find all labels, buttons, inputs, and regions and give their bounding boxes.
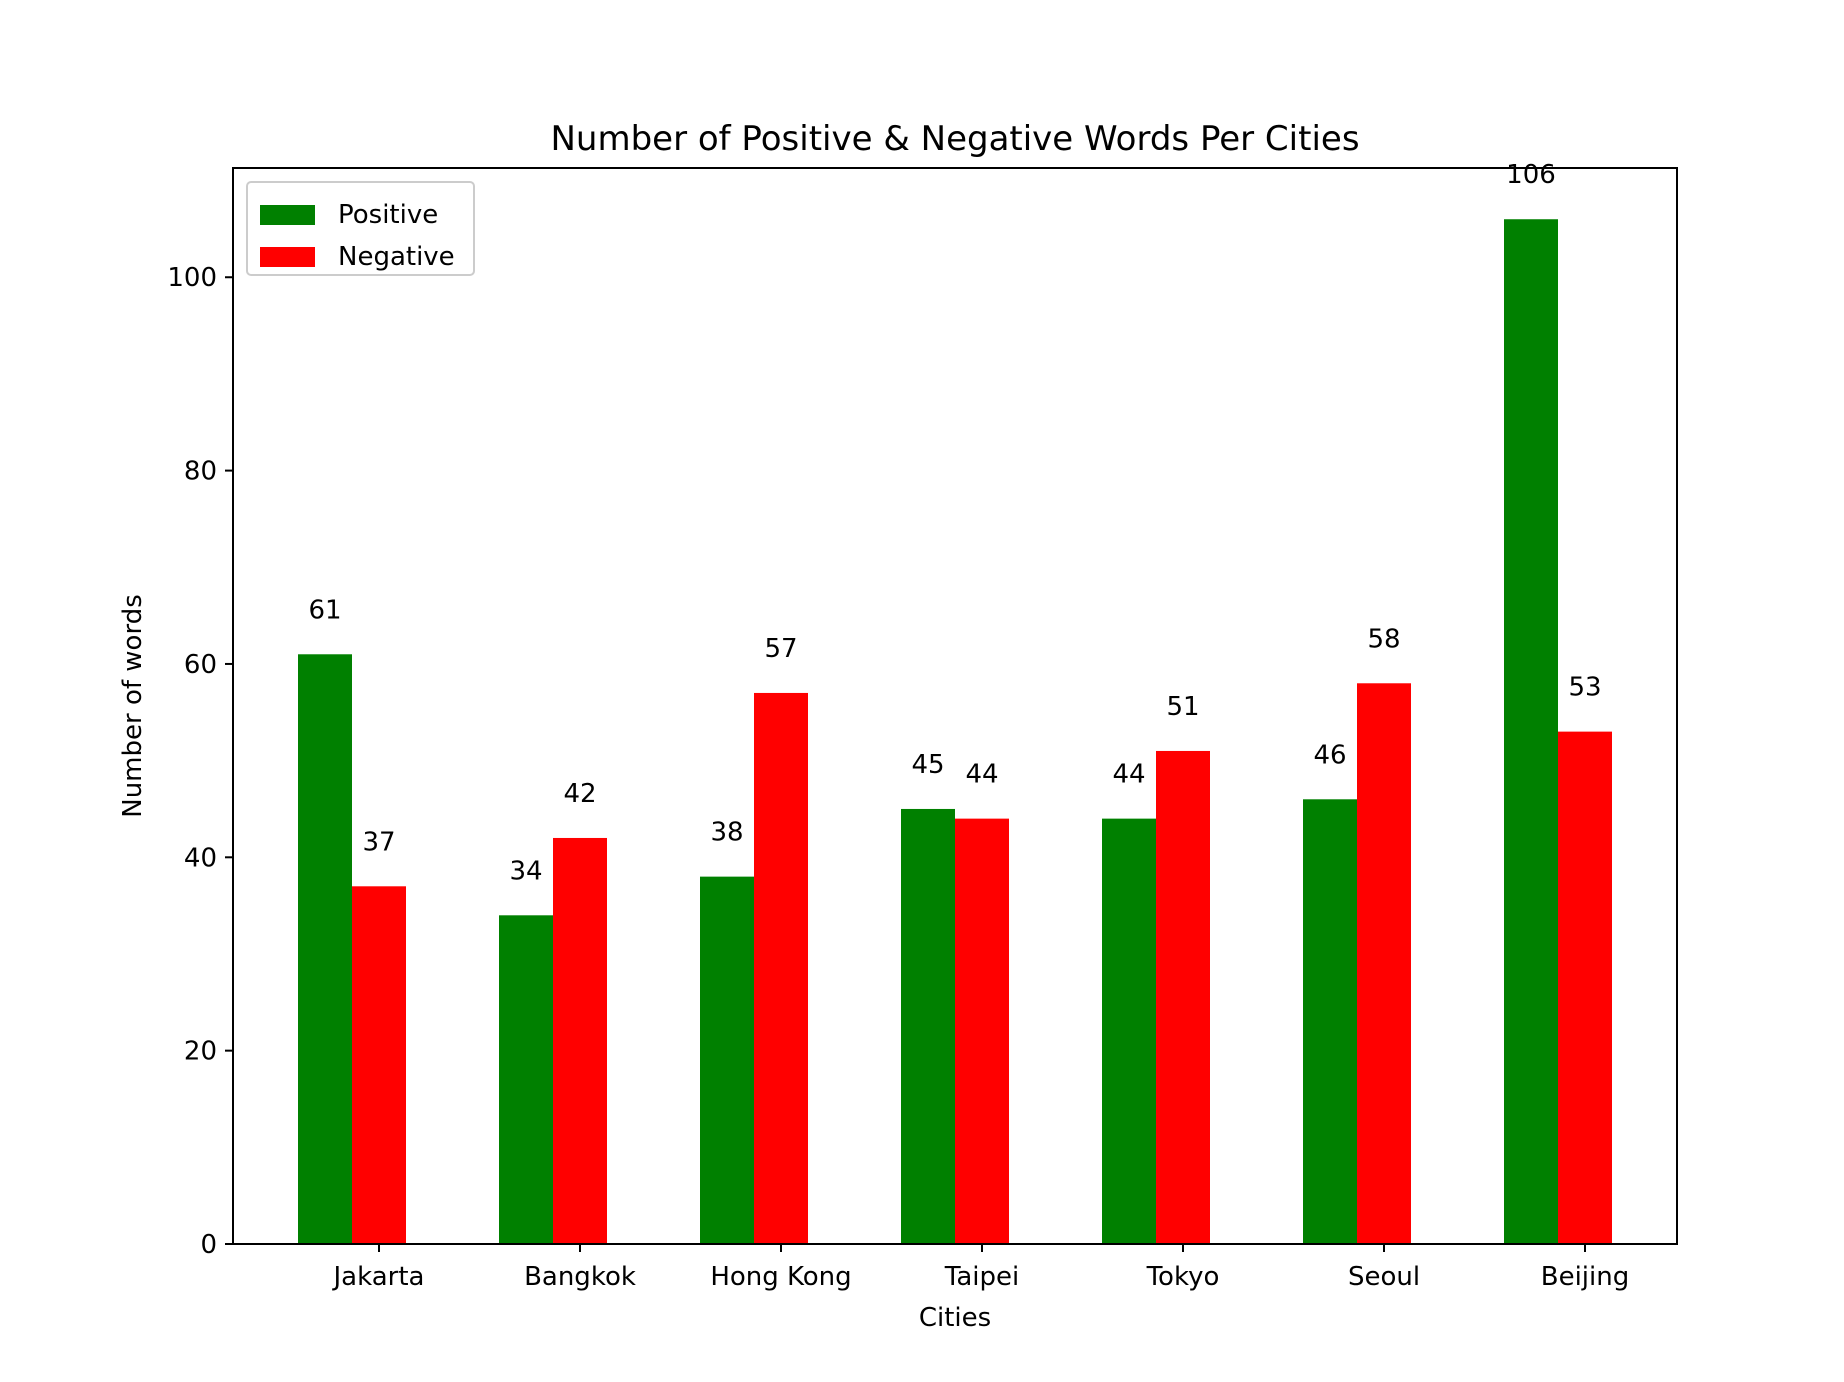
bar-positive-bangkok <box>499 915 553 1244</box>
value-labels-layer: 61 37 34 42 38 57 45 44 44 51 46 58 106 53 <box>308 160 1601 886</box>
y-tick-label: 100 <box>167 263 217 293</box>
y-tick-label: 80 <box>184 457 217 487</box>
bar-positive-tokyo <box>1102 818 1156 1244</box>
value-label-positive-taipei: 45 <box>911 750 944 780</box>
bar-negative-seoul <box>1357 683 1411 1244</box>
y-tick-label: 40 <box>184 843 217 873</box>
legend-swatch-negative <box>260 247 315 267</box>
y-tick-label: 60 <box>184 650 217 680</box>
x-tick-label: Tokyo <box>1146 1262 1220 1292</box>
bar-negative-jakarta <box>352 886 406 1244</box>
value-label-negative-taipei: 44 <box>965 760 998 790</box>
legend-label-positive: Positive <box>338 200 438 230</box>
x-tick-label: Hong Kong <box>710 1262 851 1292</box>
y-tick-label: 0 <box>200 1230 217 1260</box>
value-label-positive-beijing: 106 <box>1506 160 1556 190</box>
value-label-negative-hong-kong: 57 <box>764 634 797 664</box>
bar-positive-hong-kong <box>700 876 754 1244</box>
y-axis: 0 20 40 60 80 100 <box>167 263 233 1260</box>
x-axis-label: Cities <box>919 1303 991 1333</box>
value-label-negative-beijing: 53 <box>1568 673 1601 703</box>
legend-swatch-positive <box>260 205 315 225</box>
x-tick-label: Beijing <box>1541 1262 1630 1292</box>
bar-negative-taipei <box>955 818 1009 1244</box>
value-label-positive-bangkok: 34 <box>509 856 542 886</box>
bar-negative-beijing <box>1558 731 1612 1244</box>
legend-label-negative: Negative <box>338 242 455 272</box>
bar-positive-jakarta <box>298 654 352 1244</box>
legend: Positive Negative <box>246 181 475 276</box>
y-tick-label: 20 <box>184 1037 217 1067</box>
value-label-negative-seoul: 58 <box>1367 624 1400 654</box>
x-tick-label: Seoul <box>1348 1262 1420 1292</box>
bar-negative-hong-kong <box>754 692 808 1244</box>
x-tick-label: Bangkok <box>524 1262 636 1292</box>
bar-positive-taipei <box>901 808 955 1244</box>
value-label-positive-hong-kong: 38 <box>710 818 743 848</box>
x-axis: Jakarta Bangkok Hong Kong Taipei Tokyo Seoul B… <box>332 1244 1630 1292</box>
value-label-positive-tokyo: 44 <box>1112 760 1145 790</box>
chart-title: Number of Positive & Negative Words Per … <box>550 119 1359 159</box>
bar-negative-tokyo <box>1156 750 1210 1244</box>
x-tick-label: Jakarta <box>332 1262 425 1292</box>
bar-negative-bangkok <box>553 837 607 1244</box>
value-label-negative-tokyo: 51 <box>1166 692 1199 722</box>
value-label-negative-bangkok: 42 <box>563 779 596 809</box>
bar-positive-seoul <box>1303 799 1357 1244</box>
y-axis-label: Number of words <box>118 594 148 818</box>
plot-frame <box>232 167 1678 1245</box>
bar-positive-beijing <box>1504 219 1558 1245</box>
value-label-negative-jakarta: 37 <box>362 827 395 857</box>
x-tick-label: Taipei <box>944 1262 1019 1292</box>
bars-layer <box>298 219 1612 1245</box>
value-label-positive-jakarta: 61 <box>308 595 341 625</box>
value-label-positive-seoul: 46 <box>1313 740 1346 770</box>
